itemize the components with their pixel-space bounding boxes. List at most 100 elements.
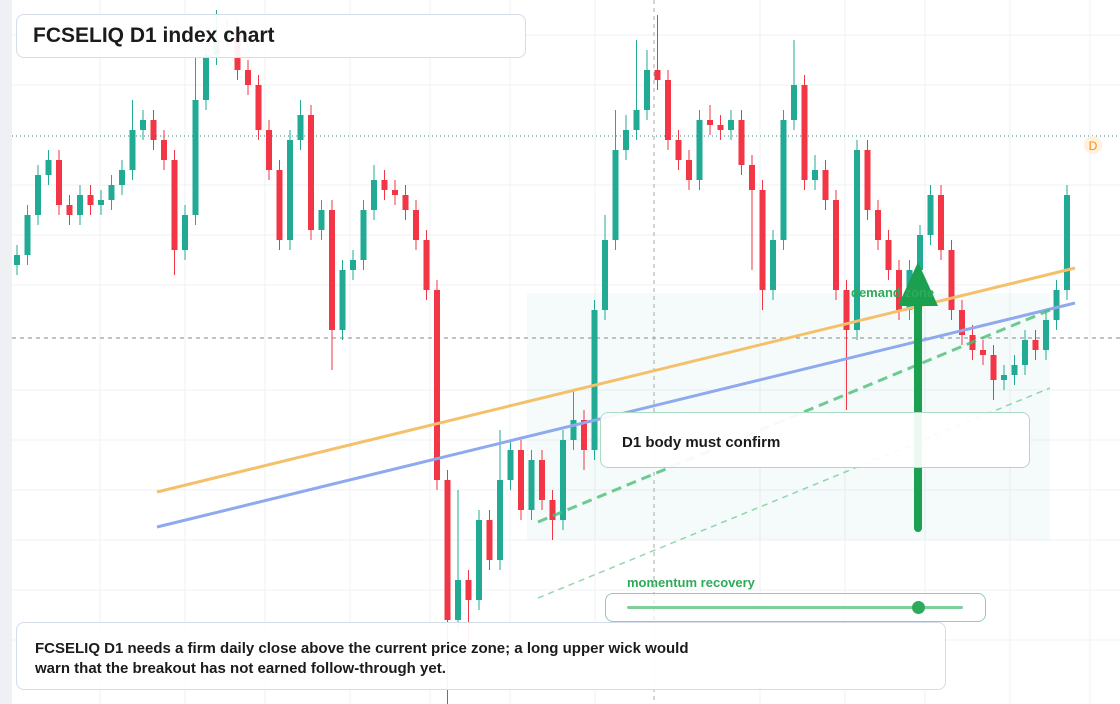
candle-body [350, 260, 356, 270]
candle-body [780, 120, 787, 240]
candle-body [287, 140, 293, 240]
candle-body [612, 150, 619, 240]
candle-body [434, 290, 440, 480]
candle-body [56, 160, 62, 205]
callout-box: D1 body must confirm [600, 412, 1030, 468]
candle-body [623, 130, 629, 150]
candle-body [507, 450, 514, 480]
candle-body [192, 100, 199, 215]
candle-body [161, 140, 167, 160]
candle-body [665, 80, 671, 140]
candle-body [45, 160, 52, 175]
candle-body [98, 200, 104, 205]
candle-body [843, 290, 850, 330]
candles [14, 10, 1070, 704]
candle-body [570, 420, 577, 440]
candle-body [927, 195, 934, 235]
candle-body [14, 255, 20, 265]
candle-body [885, 240, 892, 270]
candle-body [392, 190, 398, 195]
candle-body [266, 130, 272, 170]
candle-body [1043, 320, 1049, 350]
candle-body [581, 420, 587, 450]
candle-body [150, 120, 157, 140]
candle-body [728, 120, 734, 130]
title: FCSELIQ D1 index chart [33, 24, 275, 47]
candle-body [245, 70, 251, 85]
candle-body [738, 120, 745, 165]
candle-body [980, 350, 986, 355]
callout: D1 body must confirm [622, 434, 781, 451]
candle-body [308, 115, 314, 230]
candle-body [381, 180, 388, 190]
candle-body [318, 210, 325, 230]
candle-body [812, 170, 818, 180]
candle-body [444, 480, 451, 620]
candle-body [129, 130, 136, 170]
candle-body [749, 165, 755, 190]
left-edge [0, 0, 12, 704]
candle-body [938, 195, 944, 250]
candle-body [77, 195, 83, 215]
candle-body [423, 240, 430, 290]
candle-body [696, 120, 703, 180]
candle-body [833, 200, 839, 290]
candle-body [182, 215, 188, 250]
candle-body [203, 55, 209, 100]
candle-body [875, 210, 881, 240]
slider-knob[interactable] [912, 601, 925, 614]
candle-body [654, 70, 661, 80]
candle-body [1001, 375, 1007, 380]
candle-body [549, 500, 556, 520]
candle-body [948, 250, 955, 310]
caption-box: FCSELIQ D1 needs a firm daily close abov… [16, 622, 946, 690]
candle-body [87, 195, 94, 205]
candle-body [539, 460, 545, 500]
arrow-head [898, 262, 938, 306]
candle-body [119, 170, 125, 185]
candle-body [371, 180, 377, 210]
candle-body [329, 210, 335, 330]
candle-body [255, 85, 262, 130]
badge [1084, 136, 1102, 154]
slider[interactable] [605, 593, 986, 622]
candle-body [1053, 290, 1060, 320]
candle-body [822, 170, 829, 200]
candle-body [24, 215, 31, 255]
zone-label: demand zone [851, 285, 935, 300]
candle-body [465, 580, 472, 600]
candle-body [591, 310, 598, 450]
candle-body [854, 150, 860, 330]
candle-body [896, 270, 902, 310]
caption-line: FCSELIQ D1 needs a firm daily close abov… [35, 640, 689, 657]
candle-body [497, 480, 503, 560]
candle-body [801, 85, 808, 180]
candle-body [108, 185, 115, 200]
candle-body [455, 580, 461, 620]
candle-body [276, 170, 283, 240]
candle-body [1032, 340, 1039, 350]
candle-body [1011, 365, 1018, 375]
candle-body [413, 210, 419, 240]
caption-line: warn that the breakout has not earned fo… [35, 660, 446, 677]
candle-body [864, 150, 871, 210]
candle-body [633, 110, 640, 130]
candle-body [644, 70, 650, 110]
badge-text: D [1089, 139, 1098, 153]
candle-body [1064, 195, 1070, 290]
candle-body [602, 240, 608, 310]
candle-body [717, 125, 724, 130]
candle-body [140, 120, 146, 130]
candle-body [297, 115, 304, 140]
candle-body [66, 205, 73, 215]
title-box: FCSELIQ D1 index chart [16, 14, 526, 58]
candle-body [759, 190, 766, 290]
candle-body [917, 235, 923, 270]
candle-body [476, 520, 482, 600]
candle-body [339, 270, 346, 330]
candle-body [402, 195, 409, 210]
candle-body [675, 140, 682, 160]
candle-body [707, 120, 713, 125]
candle-body [171, 160, 178, 250]
